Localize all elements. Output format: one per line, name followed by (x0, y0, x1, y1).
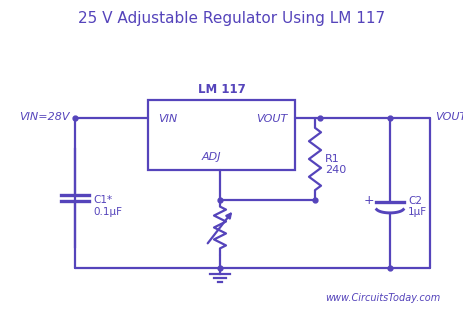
Bar (148, 100, 294, 170)
Text: R1: R1 (324, 154, 339, 164)
Text: LM 117: LM 117 (197, 83, 245, 96)
Text: C2: C2 (407, 196, 421, 206)
Text: 0.1μF: 0.1μF (93, 207, 122, 217)
Text: VOUT: VOUT (255, 114, 287, 124)
Text: 1μF: 1μF (407, 207, 426, 217)
Text: C1*: C1* (93, 195, 112, 205)
Text: +: + (363, 194, 374, 207)
Text: www.CircuitsToday.com: www.CircuitsToday.com (324, 293, 439, 303)
Text: 25 V Adjustable Regulator Using LM 117: 25 V Adjustable Regulator Using LM 117 (78, 11, 385, 26)
Text: 240: 240 (324, 165, 345, 175)
Text: VIN: VIN (158, 114, 177, 124)
Text: ADJ: ADJ (201, 152, 221, 162)
Text: VOUT: VOUT (434, 112, 463, 122)
Text: VIN=28V: VIN=28V (19, 112, 70, 122)
